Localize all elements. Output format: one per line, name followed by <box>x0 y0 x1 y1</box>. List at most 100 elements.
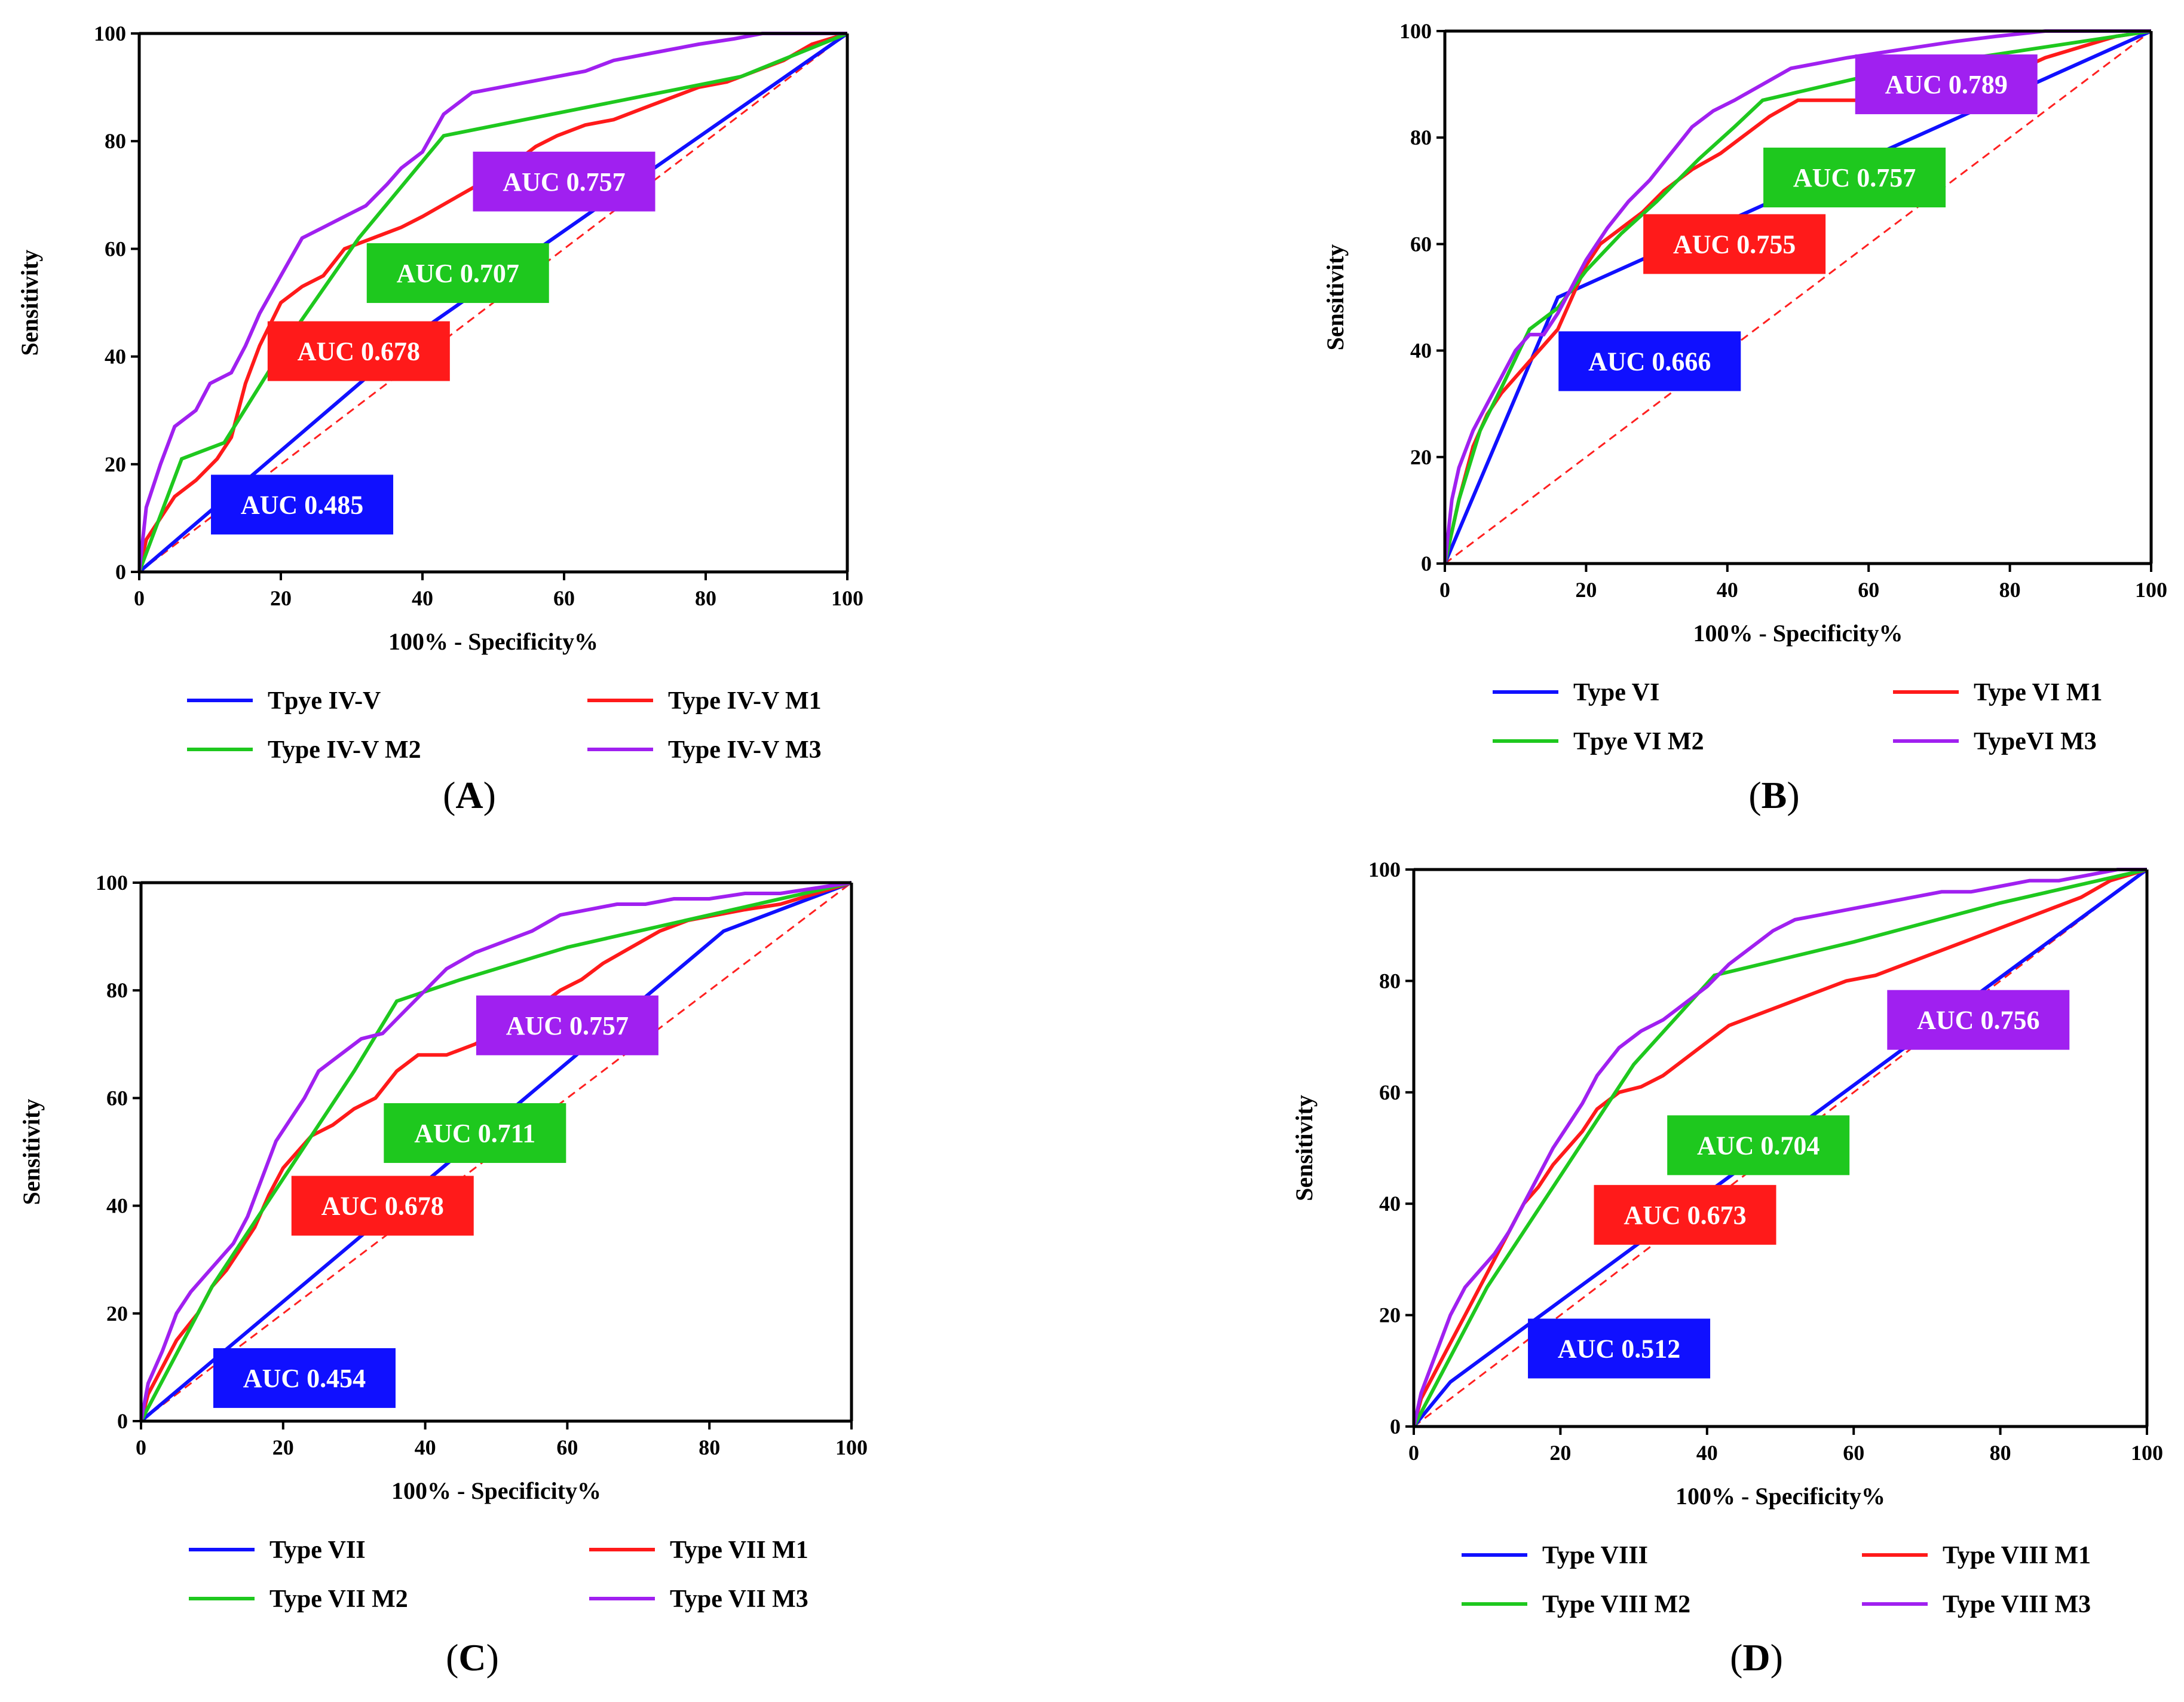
roc-curve-1 <box>137 32 848 573</box>
x-tick-label: 40 <box>412 586 433 610</box>
legend-label-2: Type VII M2 <box>269 1585 408 1613</box>
y-tick-label: 100 <box>1399 19 1432 43</box>
legend-label-0: Type VI <box>1573 679 1659 706</box>
auc-label-box-2 <box>366 243 549 303</box>
roc-panel-a: 0 20 40 60 80 100 0 20 40 60 80 100 100% - Specifici… <box>16 22 863 816</box>
y-tick-label: 20 <box>1379 1303 1401 1327</box>
auc-label-2: AUC 0.707 <box>397 259 519 288</box>
y-tick-label: 80 <box>1410 125 1432 149</box>
auc-label-0: AUC 0.485 <box>241 490 363 519</box>
x-tick-label: 20 <box>1549 1441 1571 1465</box>
y-tick-label: 100 <box>1368 858 1401 881</box>
roc-curve-2 <box>139 881 852 1422</box>
legend-label-1: Type VIII M1 <box>1943 1542 2091 1569</box>
y-axis-title: Sensitivity <box>1322 244 1349 351</box>
auc-label-box-0 <box>1528 1318 1711 1379</box>
roc-panel-b: 0 20 40 60 80 100 0 20 40 60 80 100 100% - Specifici… <box>1322 19 2167 816</box>
legend-label-1: Type VII M1 <box>670 1536 808 1564</box>
x-tick-label: 80 <box>699 1435 720 1459</box>
auc-label-box-0 <box>1558 331 1741 391</box>
roc-curve-2 <box>1412 868 2148 1428</box>
x-tick-label: 0 <box>136 1435 146 1459</box>
auc-label-2: AUC 0.757 <box>1793 163 1916 192</box>
roc-curve-0 <box>140 881 853 1423</box>
legend-label-0: Tpye IV-V <box>268 687 381 715</box>
x-tick-label: 40 <box>1696 1441 1718 1465</box>
roc-curve-3 <box>137 32 847 573</box>
auc-label-box-3 <box>473 151 655 212</box>
auc-label-0: AUC 0.666 <box>1588 347 1711 376</box>
legend-label-3: Type VIII M3 <box>1943 1591 2091 1618</box>
auc-label-box-1 <box>1594 1184 1776 1245</box>
y-tick-label: 60 <box>105 237 126 261</box>
legend-label-3: Type IV-V M3 <box>668 736 822 764</box>
y-tick-label: 80 <box>106 978 128 1002</box>
y-tick-label: 100 <box>94 22 126 45</box>
x-tick-label: 0 <box>1408 1441 1419 1465</box>
roc-curve-3 <box>1443 29 2151 564</box>
legend-label-3: Type VII M3 <box>670 1585 808 1613</box>
y-tick-label: 40 <box>105 345 126 369</box>
auc-label-1: AUC 0.673 <box>1624 1201 1746 1230</box>
auc-label-box-3 <box>476 995 658 1055</box>
legend-label-3: TypeVI M3 <box>1974 728 2097 755</box>
auc-label-box-1 <box>1643 214 1826 274</box>
legend-label-2: Type IV-V M2 <box>268 736 421 764</box>
x-tick-label: 100 <box>831 586 863 610</box>
x-tick-label: 60 <box>1843 1441 1864 1465</box>
y-tick-label: 40 <box>1379 1192 1401 1216</box>
reference-diagonal <box>1444 30 2152 565</box>
y-tick-label: 100 <box>96 871 128 895</box>
x-tick-label: 0 <box>134 586 145 610</box>
y-tick-label: 0 <box>115 560 126 584</box>
auc-label-1: AUC 0.678 <box>321 1192 444 1221</box>
legend-label-2: Tpye VI M2 <box>1573 728 1704 755</box>
auc-label-box-2 <box>1763 148 1946 208</box>
auc-label-3: AUC 0.757 <box>503 167 625 197</box>
panel-label: (A) <box>443 774 496 816</box>
auc-label-2: AUC 0.704 <box>1697 1131 1820 1160</box>
auc-label-box-1 <box>267 321 450 381</box>
x-tick-label: 20 <box>272 1435 294 1459</box>
y-tick-label: 20 <box>106 1302 128 1326</box>
y-tick-label: 0 <box>1421 552 1432 576</box>
roc-curve-1 <box>1412 868 2148 1427</box>
x-tick-label: 60 <box>553 586 575 610</box>
auc-label-box-1 <box>291 1176 474 1236</box>
x-tick-label: 100 <box>2135 578 2167 602</box>
auc-label-box-2 <box>1667 1115 1850 1176</box>
auc-label-box-3 <box>1887 990 2070 1050</box>
legend-label-0: Type VIII <box>1542 1542 1648 1569</box>
y-tick-label: 80 <box>1379 969 1401 993</box>
x-tick-label: 80 <box>1990 1441 2011 1465</box>
x-axis-title: 100% - Specificity% <box>1693 620 1903 647</box>
auc-label-1: AUC 0.678 <box>298 337 420 366</box>
roc-curve-3 <box>1412 868 2147 1427</box>
y-axis-title: Sensitivity <box>1291 1095 1318 1201</box>
panel-label: (C) <box>446 1636 499 1679</box>
y-axis-title: Sensitivity <box>16 250 43 356</box>
x-tick-label: 60 <box>556 1435 578 1459</box>
roc-panel-d: 0 20 40 60 80 100 0 20 40 60 80 100 100% - Specifici… <box>1291 858 2163 1679</box>
panel-label: (D) <box>1730 1636 1783 1679</box>
x-axis-title: 100% - Specificity% <box>1675 1483 1885 1510</box>
y-tick-label: 40 <box>106 1194 128 1218</box>
x-axis-title: 100% - Specificity% <box>391 1477 601 1504</box>
y-tick-label: 0 <box>117 1409 128 1433</box>
y-tick-label: 60 <box>1410 232 1432 256</box>
x-tick-label: 60 <box>1858 578 1879 602</box>
x-axis-title: 100% - Specificity% <box>388 628 598 655</box>
y-tick-label: 20 <box>1410 445 1432 469</box>
roc-curve-0 <box>1443 29 2152 565</box>
auc-label-3: AUC 0.757 <box>506 1011 629 1040</box>
y-tick-label: 60 <box>1379 1080 1401 1104</box>
legend-label-2: Type VIII M2 <box>1542 1591 1690 1618</box>
y-tick-label: 80 <box>105 129 126 153</box>
y-tick-label: 40 <box>1410 339 1432 363</box>
auc-label-box-0 <box>211 475 394 535</box>
legend-label-1: Type IV-V M1 <box>668 687 822 715</box>
auc-label-1: AUC 0.755 <box>1673 229 1796 259</box>
x-tick-label: 80 <box>695 586 716 610</box>
panel-label: (B) <box>1748 774 1799 816</box>
x-tick-label: 20 <box>270 586 292 610</box>
